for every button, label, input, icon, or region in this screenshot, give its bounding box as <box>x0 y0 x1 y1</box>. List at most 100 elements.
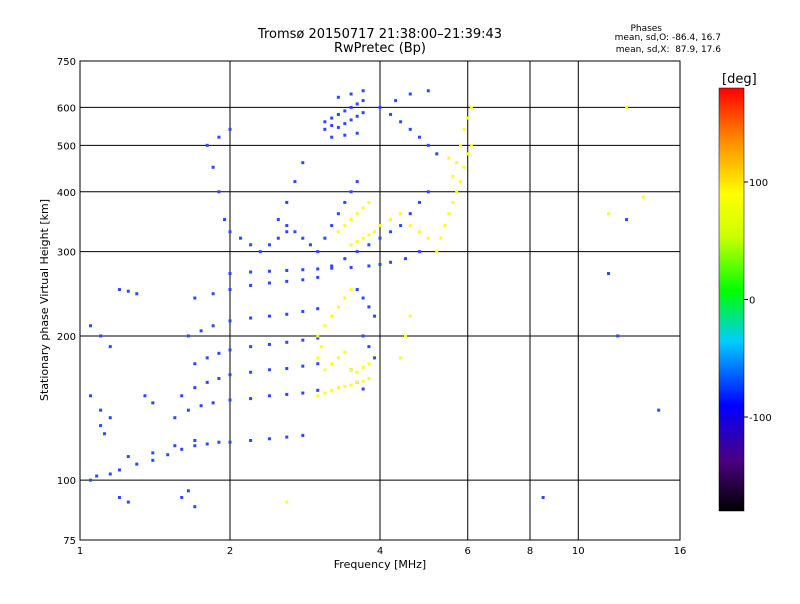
data-point-o <box>151 458 155 462</box>
data-point-o <box>276 236 280 240</box>
data-point-o <box>399 224 403 228</box>
y-tick-label: 200 <box>57 332 76 343</box>
data-point-o <box>126 500 130 504</box>
x-tick-label: 1 <box>77 546 83 557</box>
data-point-x <box>451 200 455 204</box>
data-point-x <box>316 334 320 338</box>
data-point-o <box>316 362 320 366</box>
x-axis-ticks: 1 2 4 6 8 10 16 <box>77 546 687 557</box>
colorbar-tick-label: 100 <box>749 178 768 189</box>
chart-title: Tromsø 20150717 21:38:00–21:39:43 <box>257 27 503 42</box>
data-point-o <box>336 95 340 99</box>
data-point-o <box>336 112 340 116</box>
data-point-o <box>193 439 197 443</box>
data-point-o <box>399 120 403 124</box>
data-point-o <box>267 368 271 372</box>
data-point-o <box>228 398 232 402</box>
data-point-o <box>193 444 197 448</box>
data-point-o <box>267 269 271 273</box>
data-point-o <box>301 268 305 272</box>
data-point-o <box>394 99 398 103</box>
data-point-o <box>349 105 353 109</box>
data-point-o <box>151 401 155 405</box>
data-point-o <box>267 281 271 285</box>
data-point-o <box>308 243 312 247</box>
y-tick-label: 750 <box>57 57 76 68</box>
data-point-o <box>135 292 139 296</box>
data-point-o <box>99 408 103 412</box>
data-point-x <box>349 243 353 247</box>
data-point-x <box>343 384 347 388</box>
data-point-o <box>99 334 103 338</box>
data-point-o <box>301 364 305 368</box>
data-point-x <box>403 334 407 338</box>
data-point-x <box>285 500 289 504</box>
data-point-x <box>336 305 340 309</box>
data-point-o <box>408 212 412 216</box>
data-point-x <box>367 233 371 237</box>
colorbar-ticks: 100 0 -100 <box>744 178 772 424</box>
data-point-o <box>301 236 305 240</box>
data-point-o <box>343 109 347 113</box>
data-point-o <box>249 397 253 401</box>
data-point-o <box>343 122 347 126</box>
data-point-o <box>343 200 347 204</box>
data-point-x <box>462 127 466 131</box>
data-point-o <box>217 351 221 355</box>
data-point-x <box>439 236 443 240</box>
colorbar-tick-label: 0 <box>749 296 755 307</box>
data-point-o <box>426 143 430 147</box>
data-point-o <box>343 133 347 137</box>
data-point-o <box>267 437 271 441</box>
data-point-x <box>349 368 353 372</box>
data-point-o <box>285 367 289 371</box>
data-point-o <box>541 495 545 499</box>
data-point-o <box>349 92 353 96</box>
data-point-o <box>267 314 271 318</box>
data-point-o <box>373 314 377 318</box>
data-point-x <box>343 350 347 354</box>
data-point-x <box>447 156 451 160</box>
data-point-o <box>301 161 305 165</box>
data-point-o <box>330 264 334 268</box>
data-point-o <box>108 345 112 349</box>
data-point-x <box>399 356 403 360</box>
data-point-o <box>417 200 421 204</box>
data-point-x <box>349 383 353 387</box>
data-point-x <box>319 345 323 349</box>
data-point-o <box>285 279 289 283</box>
data-point-o <box>355 102 359 106</box>
data-point-o <box>267 394 271 398</box>
data-point-x <box>455 190 459 194</box>
data-point-o <box>166 453 170 457</box>
data-point-o <box>258 250 262 254</box>
phase-stats-x: mean, sd,X: 87.9, 17.6 <box>615 45 721 55</box>
data-point-o <box>211 401 215 405</box>
y-tick-label: 500 <box>57 141 76 152</box>
data-point-o <box>211 324 215 328</box>
y-tick-label: 400 <box>57 188 76 199</box>
data-point-o <box>180 394 184 398</box>
data-point-o <box>285 312 289 316</box>
data-point-o <box>228 127 232 131</box>
data-point-x <box>426 236 430 240</box>
data-point-x <box>349 218 353 222</box>
data-point-x <box>466 152 470 156</box>
data-point-x <box>349 288 353 292</box>
data-point-o <box>426 190 430 194</box>
data-point-o <box>378 262 382 266</box>
data-point-x <box>625 105 629 109</box>
data-point-o <box>249 283 253 287</box>
data-point-o <box>408 92 412 96</box>
data-point-o <box>316 336 320 340</box>
data-point-x <box>361 365 365 369</box>
data-point-o <box>285 200 289 204</box>
data-point-o <box>173 416 177 420</box>
data-point-x <box>355 380 359 384</box>
data-point-x <box>355 239 359 243</box>
data-point-o <box>285 268 289 272</box>
data-point-x <box>323 368 327 372</box>
data-point-o <box>367 264 371 268</box>
data-point-o <box>228 230 232 234</box>
